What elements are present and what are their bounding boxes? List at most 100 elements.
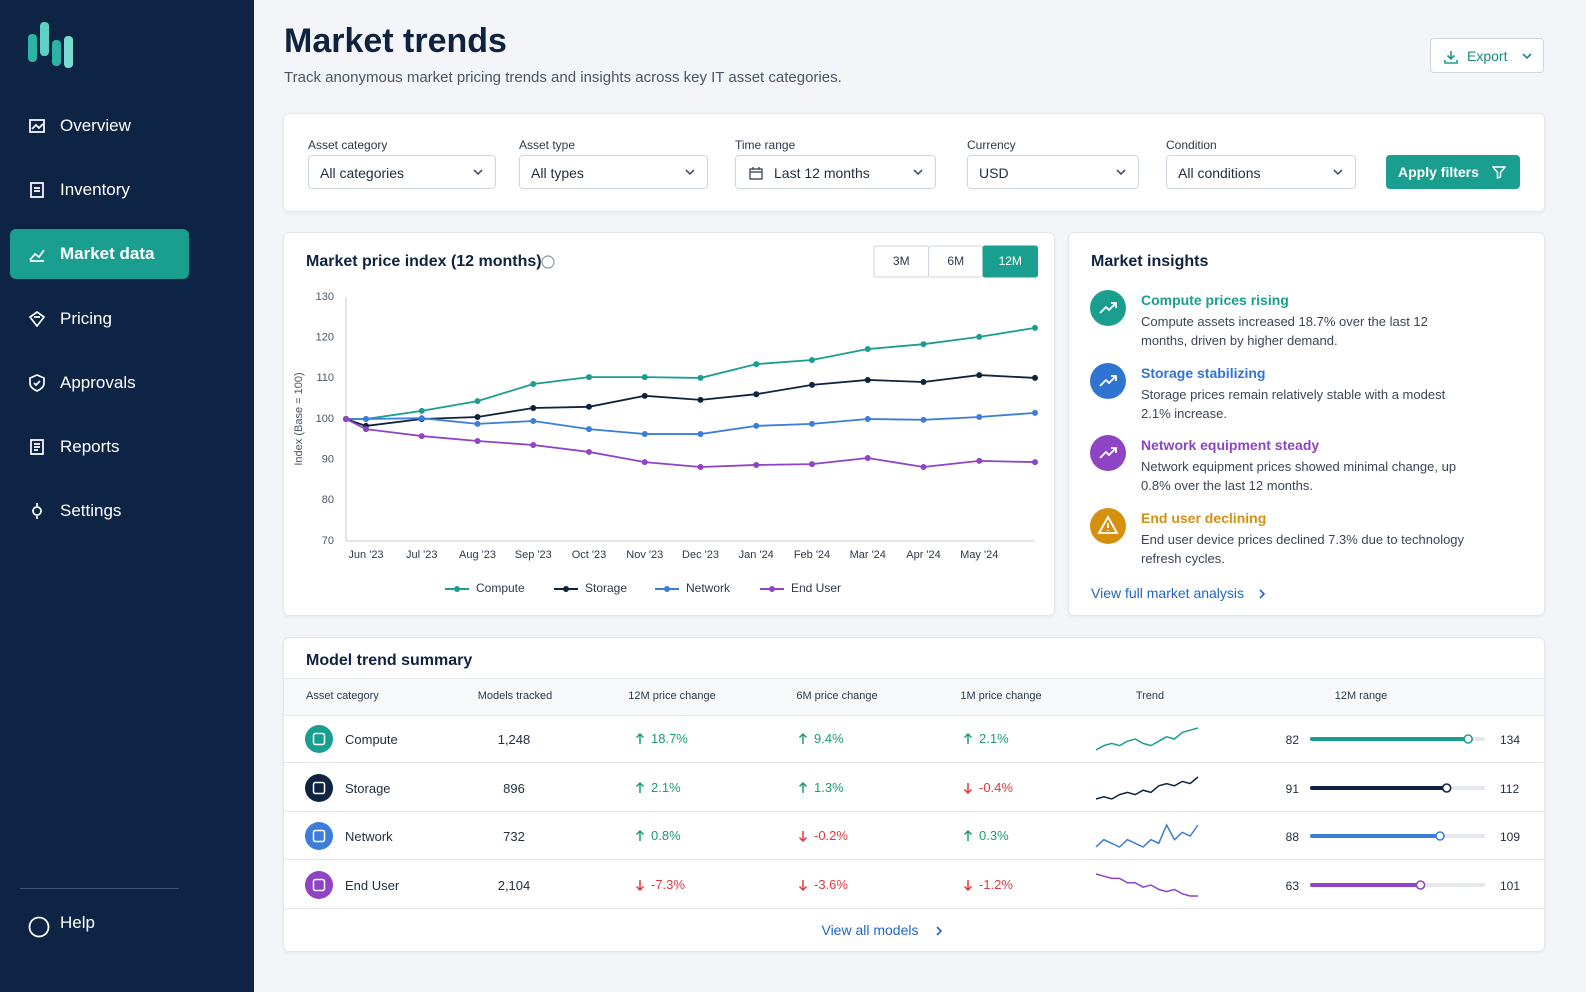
x-tick-label: Jan '24 bbox=[739, 549, 774, 561]
series-point bbox=[920, 341, 927, 348]
insight-text: Network equipment prices showed minimal … bbox=[1141, 459, 1457, 493]
change-value: 1.3% bbox=[814, 779, 844, 795]
series-point bbox=[586, 426, 592, 433]
nav-icon-path bbox=[30, 182, 44, 199]
apply-filters-button[interactable]: Apply filters bbox=[1386, 155, 1520, 189]
chevron bbox=[473, 169, 483, 176]
series-point bbox=[530, 418, 537, 425]
filter-select[interactable]: All categories bbox=[308, 155, 496, 189]
series-point bbox=[809, 381, 815, 388]
series-point bbox=[1032, 459, 1038, 466]
arrow-path bbox=[798, 880, 808, 892]
filter-select[interactable]: USD bbox=[967, 155, 1139, 189]
series-point bbox=[641, 431, 648, 438]
price-change: 2.1% bbox=[635, 780, 715, 796]
series-point bbox=[1032, 409, 1038, 416]
arrow-path bbox=[635, 733, 645, 744]
series-point bbox=[363, 426, 369, 433]
range-fill bbox=[1310, 883, 1421, 888]
arrow-path bbox=[635, 880, 645, 892]
range-max: 109 bbox=[1500, 830, 1521, 845]
change-arrow bbox=[963, 782, 973, 794]
nav-item[interactable]: Inventory bbox=[10, 165, 189, 215]
insight-glyph bbox=[1099, 447, 1117, 459]
series-point bbox=[809, 420, 815, 427]
nav-label: Pricing bbox=[60, 308, 112, 328]
view-all-models-link[interactable]: View all models bbox=[821, 922, 919, 938]
category-icon-bg bbox=[305, 773, 333, 802]
filter-label: Time range bbox=[735, 138, 796, 152]
legend-label: End User bbox=[791, 581, 841, 595]
sparkline bbox=[1095, 727, 1199, 751]
filter-select[interactable]: Last 12 months bbox=[735, 155, 936, 189]
arrow-path bbox=[963, 782, 973, 794]
insight-text: Storage prices remain relatively stable … bbox=[1141, 386, 1446, 421]
series-point bbox=[641, 459, 648, 466]
series-point bbox=[697, 396, 704, 403]
column-header: Asset category bbox=[306, 690, 379, 702]
calendar-icon bbox=[749, 167, 763, 180]
series-point bbox=[976, 333, 983, 340]
insights-card bbox=[1068, 232, 1545, 616]
series-point bbox=[976, 372, 983, 379]
nav-item[interactable]: Approvals bbox=[10, 358, 189, 408]
nav-item[interactable]: Pricing bbox=[10, 294, 189, 344]
chevron-path bbox=[473, 169, 483, 176]
category-glyph bbox=[312, 781, 326, 794]
range-bar bbox=[1310, 782, 1485, 793]
y-tick-label: 80 bbox=[322, 494, 334, 506]
help-link[interactable]: Help bbox=[60, 913, 95, 932]
chevron bbox=[1333, 169, 1343, 176]
insight-title: End user declining bbox=[1141, 509, 1267, 526]
filter-select[interactable]: All conditions bbox=[1166, 155, 1356, 189]
y-tick-label: 130 bbox=[316, 291, 334, 303]
series-point bbox=[418, 415, 425, 422]
change-arrow bbox=[963, 733, 973, 744]
insights-link[interactable]: View full market analysis bbox=[1091, 585, 1245, 601]
series-point bbox=[586, 448, 592, 455]
sparkline bbox=[1095, 776, 1199, 800]
nav-label: Reports bbox=[60, 437, 120, 456]
chevron-path bbox=[1333, 169, 1343, 176]
nav-label: Overview bbox=[60, 116, 131, 135]
category-glyph bbox=[312, 830, 326, 843]
nav-item[interactable]: Reports bbox=[10, 422, 189, 472]
series-point bbox=[641, 374, 648, 381]
nav-label: Market data bbox=[60, 244, 155, 264]
chevron bbox=[685, 169, 695, 176]
series-point bbox=[530, 442, 537, 449]
chevron-path bbox=[936, 926, 943, 936]
nav-item[interactable]: Overview bbox=[10, 101, 189, 151]
arrow-path bbox=[963, 733, 973, 744]
change-value: -0.4% bbox=[979, 779, 1013, 795]
series-point bbox=[920, 378, 927, 385]
nav-item[interactable]: Settings bbox=[10, 486, 189, 536]
x-tick-label: Feb '24 bbox=[794, 549, 830, 561]
export-label: Export bbox=[1467, 48, 1508, 64]
series-point bbox=[920, 463, 927, 470]
arrow-path bbox=[635, 781, 645, 793]
filter-path bbox=[1492, 166, 1506, 179]
series-point bbox=[586, 403, 592, 410]
category-icon bbox=[305, 871, 333, 900]
sparkline-path bbox=[1095, 823, 1199, 849]
chevron-path bbox=[1259, 589, 1266, 599]
nav-icon bbox=[28, 310, 46, 327]
insight-text: Compute assets increased 18.7% over the … bbox=[1141, 314, 1428, 348]
nav-icon bbox=[29, 249, 45, 263]
change-arrow bbox=[635, 733, 645, 744]
series-point bbox=[976, 457, 983, 464]
nav-item[interactable]: Market data bbox=[10, 229, 189, 280]
filter-select[interactable]: All types bbox=[519, 155, 708, 189]
range-button[interactable] bbox=[982, 245, 1038, 278]
divider bbox=[20, 888, 179, 889]
column-header: 6M price change bbox=[796, 690, 878, 702]
export-button[interactable]: Export bbox=[1430, 38, 1544, 73]
change-value: -0.2% bbox=[814, 828, 848, 844]
x-tick-label: Jul '23 bbox=[406, 549, 437, 561]
nav-icon bbox=[30, 439, 44, 455]
arrow-path bbox=[635, 830, 645, 842]
series-point bbox=[864, 346, 871, 353]
category-icon-bg bbox=[305, 822, 333, 851]
